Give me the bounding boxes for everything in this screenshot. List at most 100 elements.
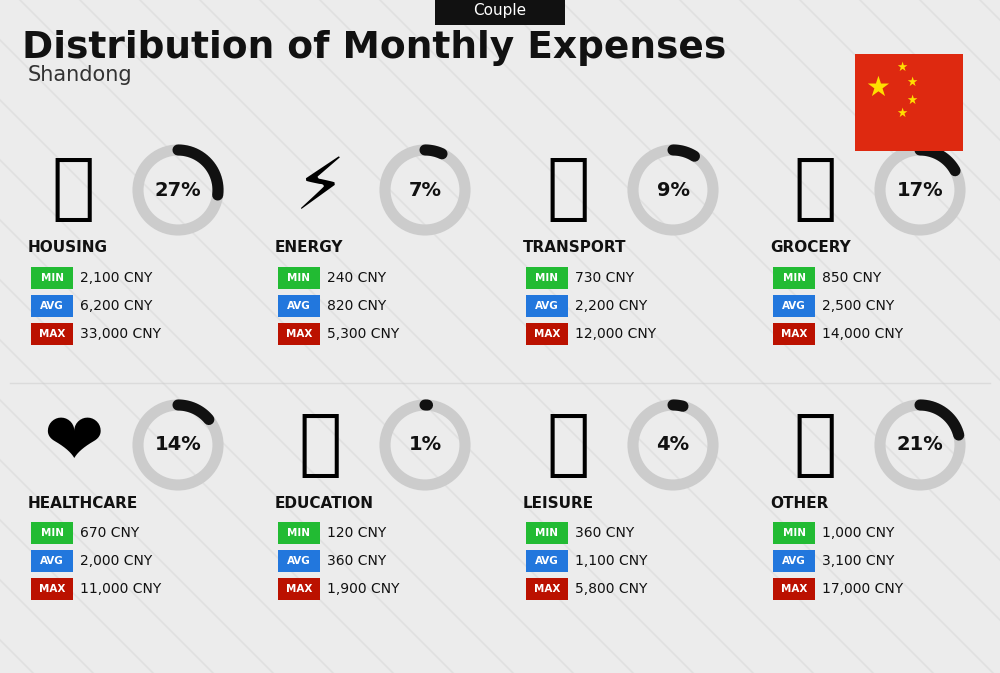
Text: Distribution of Monthly Expenses: Distribution of Monthly Expenses xyxy=(22,30,726,66)
Text: 💰: 💰 xyxy=(793,411,837,479)
Text: MAX: MAX xyxy=(39,584,65,594)
Text: 730 CNY: 730 CNY xyxy=(575,271,634,285)
Text: EDUCATION: EDUCATION xyxy=(275,495,374,511)
Text: ENERGY: ENERGY xyxy=(275,240,344,256)
FancyBboxPatch shape xyxy=(773,323,815,345)
Text: 120 CNY: 120 CNY xyxy=(327,526,386,540)
Text: MAX: MAX xyxy=(781,584,807,594)
Text: 2,200 CNY: 2,200 CNY xyxy=(575,299,647,313)
Text: 850 CNY: 850 CNY xyxy=(822,271,881,285)
Text: 14%: 14% xyxy=(155,435,201,454)
Text: AVG: AVG xyxy=(40,301,64,311)
Text: 🛍: 🛍 xyxy=(793,155,837,225)
Text: MIN: MIN xyxy=(536,273,558,283)
Text: ❤: ❤ xyxy=(43,411,103,479)
Text: MIN: MIN xyxy=(288,528,310,538)
Text: HEALTHCARE: HEALTHCARE xyxy=(28,495,138,511)
Text: 🚌: 🚌 xyxy=(546,155,590,225)
FancyBboxPatch shape xyxy=(526,550,568,572)
FancyBboxPatch shape xyxy=(526,323,568,345)
Text: MIN: MIN xyxy=(782,528,806,538)
Text: 7%: 7% xyxy=(409,180,442,199)
Text: MIN: MIN xyxy=(536,528,558,538)
Text: ★: ★ xyxy=(896,107,907,120)
Text: ★: ★ xyxy=(865,74,890,102)
Text: MAX: MAX xyxy=(39,329,65,339)
Text: 1,100 CNY: 1,100 CNY xyxy=(575,554,648,568)
FancyBboxPatch shape xyxy=(31,578,73,600)
Text: AVG: AVG xyxy=(782,301,806,311)
Text: MAX: MAX xyxy=(286,584,312,594)
Text: 17%: 17% xyxy=(897,180,943,199)
Text: 12,000 CNY: 12,000 CNY xyxy=(575,327,656,341)
Text: 2,500 CNY: 2,500 CNY xyxy=(822,299,894,313)
Text: OTHER: OTHER xyxy=(770,495,828,511)
Text: MIN: MIN xyxy=(40,273,64,283)
Text: 1,000 CNY: 1,000 CNY xyxy=(822,526,894,540)
Text: 670 CNY: 670 CNY xyxy=(80,526,139,540)
Text: MAX: MAX xyxy=(286,329,312,339)
Text: MIN: MIN xyxy=(288,273,310,283)
Text: 27%: 27% xyxy=(155,180,201,199)
Text: 17,000 CNY: 17,000 CNY xyxy=(822,582,903,596)
Text: AVG: AVG xyxy=(287,301,311,311)
FancyBboxPatch shape xyxy=(773,578,815,600)
Text: 21%: 21% xyxy=(897,435,943,454)
Text: 820 CNY: 820 CNY xyxy=(327,299,386,313)
Text: HOUSING: HOUSING xyxy=(28,240,108,256)
Text: AVG: AVG xyxy=(287,556,311,566)
FancyBboxPatch shape xyxy=(278,550,320,572)
Text: MIN: MIN xyxy=(782,273,806,283)
Text: 1,900 CNY: 1,900 CNY xyxy=(327,582,400,596)
Text: MAX: MAX xyxy=(534,329,560,339)
Text: 🛍: 🛍 xyxy=(546,411,590,479)
FancyBboxPatch shape xyxy=(526,267,568,289)
FancyBboxPatch shape xyxy=(435,0,565,25)
FancyBboxPatch shape xyxy=(526,295,568,317)
Text: 2,100 CNY: 2,100 CNY xyxy=(80,271,152,285)
Text: 6,200 CNY: 6,200 CNY xyxy=(80,299,152,313)
FancyBboxPatch shape xyxy=(31,295,73,317)
Text: LEISURE: LEISURE xyxy=(523,495,594,511)
FancyBboxPatch shape xyxy=(31,323,73,345)
Text: 5,300 CNY: 5,300 CNY xyxy=(327,327,399,341)
Text: AVG: AVG xyxy=(535,301,559,311)
Text: 33,000 CNY: 33,000 CNY xyxy=(80,327,161,341)
Text: 360 CNY: 360 CNY xyxy=(327,554,386,568)
FancyBboxPatch shape xyxy=(278,267,320,289)
FancyBboxPatch shape xyxy=(773,267,815,289)
Text: TRANSPORT: TRANSPORT xyxy=(523,240,626,256)
FancyBboxPatch shape xyxy=(31,522,73,544)
FancyBboxPatch shape xyxy=(773,522,815,544)
FancyBboxPatch shape xyxy=(773,550,815,572)
FancyBboxPatch shape xyxy=(278,295,320,317)
FancyBboxPatch shape xyxy=(278,522,320,544)
Text: MAX: MAX xyxy=(781,329,807,339)
Text: MAX: MAX xyxy=(534,584,560,594)
Text: 14,000 CNY: 14,000 CNY xyxy=(822,327,903,341)
Text: 9%: 9% xyxy=(656,180,690,199)
Text: ★: ★ xyxy=(906,75,918,89)
Text: AVG: AVG xyxy=(535,556,559,566)
FancyBboxPatch shape xyxy=(773,295,815,317)
FancyBboxPatch shape xyxy=(31,550,73,572)
FancyBboxPatch shape xyxy=(31,267,73,289)
Text: AVG: AVG xyxy=(782,556,806,566)
FancyBboxPatch shape xyxy=(278,323,320,345)
Text: AVG: AVG xyxy=(40,556,64,566)
Text: 11,000 CNY: 11,000 CNY xyxy=(80,582,161,596)
Text: 1%: 1% xyxy=(408,435,442,454)
FancyBboxPatch shape xyxy=(526,578,568,600)
Text: 3,100 CNY: 3,100 CNY xyxy=(822,554,894,568)
Text: GROCERY: GROCERY xyxy=(770,240,851,256)
Text: Couple: Couple xyxy=(473,3,527,18)
Text: ⚡: ⚡ xyxy=(295,155,345,225)
FancyBboxPatch shape xyxy=(278,578,320,600)
Text: Shandong: Shandong xyxy=(28,65,133,85)
Text: 360 CNY: 360 CNY xyxy=(575,526,634,540)
Text: 4%: 4% xyxy=(656,435,690,454)
Text: 240 CNY: 240 CNY xyxy=(327,271,386,285)
Text: ★: ★ xyxy=(896,61,907,74)
Text: MIN: MIN xyxy=(40,528,64,538)
Text: 5,800 CNY: 5,800 CNY xyxy=(575,582,647,596)
